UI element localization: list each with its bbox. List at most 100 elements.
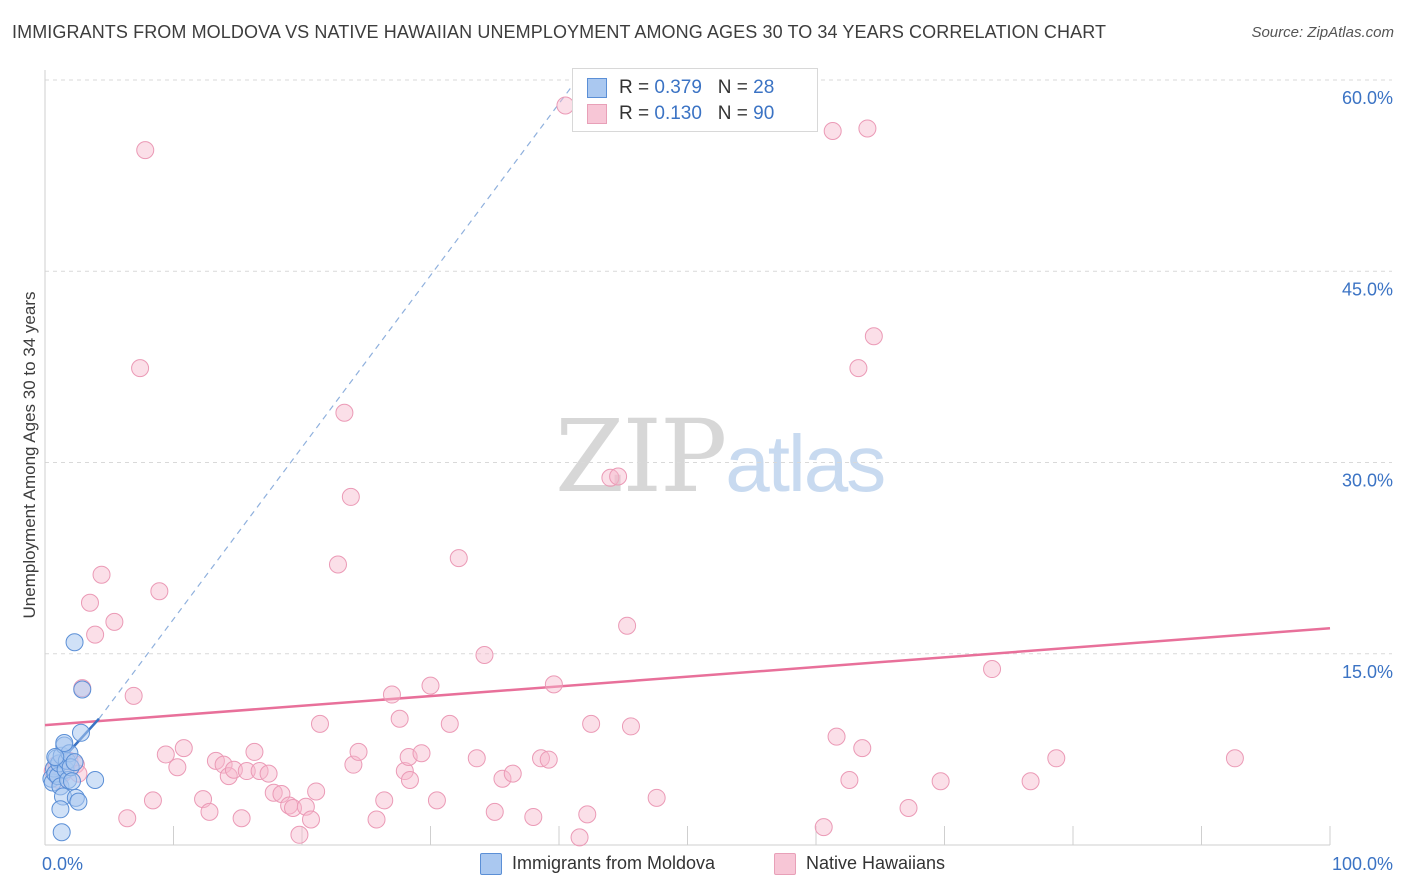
hawaiians-point — [864, 327, 883, 346]
hawaiians-point — [136, 141, 155, 160]
bottom-legend-label-hawaiians: Native Hawaiians — [806, 853, 946, 873]
hawaiians-point — [264, 783, 283, 802]
hawaiians-point — [395, 762, 414, 781]
bottom-legend-swatch-pink — [774, 853, 796, 875]
moldova-point — [65, 633, 84, 652]
hawaiians-point — [310, 714, 329, 733]
moldova-point — [62, 772, 81, 791]
hawaiians-point — [858, 119, 877, 138]
hawaiians-point — [80, 593, 99, 612]
hawaiians-point — [849, 359, 868, 378]
hawaiians-point — [827, 727, 846, 746]
hawaiians-point — [156, 745, 175, 764]
x-tick-label: 100.0% — [1332, 854, 1393, 874]
legend-n-label: N = — [717, 77, 748, 98]
legend-n-value: 90 — [753, 103, 775, 124]
hawaiians-point — [814, 818, 833, 837]
hawaiians-point — [647, 788, 666, 807]
legend-n-label: N = — [717, 103, 748, 124]
hawaiians-point — [823, 122, 842, 140]
gridlines — [45, 79, 1392, 655]
legend-swatch-blue — [587, 78, 607, 98]
hawaiians-point — [400, 770, 419, 789]
legend-swatch-pink — [587, 104, 607, 124]
hawaiians-point — [214, 755, 233, 774]
y-tick-label: 45.0% — [1342, 279, 1393, 299]
hawaiians-point — [475, 646, 494, 665]
hawaiians-point — [621, 717, 640, 736]
hawaiians-point — [1021, 772, 1040, 791]
trend-lines — [44, 86, 1331, 772]
hawaiians-point — [328, 555, 347, 574]
hawaiians-point — [237, 762, 256, 781]
hawaiians-point — [390, 709, 409, 728]
hawaiians-point — [224, 760, 243, 779]
hawaiians-point — [582, 714, 601, 733]
hawaiians-point — [168, 758, 187, 777]
watermark-atlas: atlas — [725, 419, 886, 508]
hawaiians-point — [983, 660, 1002, 679]
y-axis-label: Unemployment Among Ages 30 to 34 years — [20, 291, 39, 619]
hawaiians-point — [349, 742, 368, 761]
hawaiians-point — [174, 739, 193, 758]
hawaiians-point — [367, 810, 386, 829]
legend-n-value: 28 — [753, 77, 775, 98]
hawaiians-point — [92, 565, 111, 584]
moldova-point — [65, 753, 84, 772]
bottom-legend-swatch-blue — [480, 853, 502, 875]
correlation-legend: R = 0.379 N = 28 R = 0.130 N = 90 — [572, 68, 818, 132]
hawaiians-point — [245, 742, 264, 761]
hawaiians-point — [532, 749, 551, 768]
hawaiians-point — [284, 799, 303, 818]
hawaiians-point — [539, 750, 558, 769]
hawaiians-point — [259, 764, 278, 783]
moldova-point — [46, 748, 65, 767]
hawaiians-point — [375, 791, 394, 810]
hawaiians-point — [601, 468, 620, 487]
legend-r-value: 0.379 — [654, 77, 702, 98]
moldova-point — [71, 723, 90, 742]
hawaiians-point — [307, 782, 326, 801]
hawaiians-point — [382, 685, 401, 704]
hawaiians-point — [124, 686, 143, 705]
moldova-point — [51, 800, 70, 819]
hawaiians-point — [570, 828, 589, 847]
hawaiians-point — [427, 791, 446, 810]
legend-r-label: R = — [619, 103, 650, 124]
hawaiians-point — [578, 805, 597, 824]
hawaiians-point — [143, 791, 162, 810]
moldova-point — [55, 734, 74, 752]
hawaiians-point — [86, 625, 105, 644]
y-tick-label: 15.0% — [1342, 662, 1393, 682]
moldova-point — [86, 770, 105, 789]
hawaiians-point — [618, 616, 637, 635]
hawaiians-point — [931, 772, 950, 791]
hawaiians-point — [609, 467, 628, 486]
hawaiians-point — [485, 802, 504, 821]
legend-r-label: R = — [619, 77, 650, 98]
axes — [44, 70, 1331, 846]
hawaiians-point — [131, 359, 150, 378]
hawaiians-point — [1225, 749, 1244, 768]
watermark: ZIPatlas — [555, 398, 886, 515]
x-tick-label: 0.0% — [42, 854, 83, 874]
bottom-legend-label-moldova: Immigrants from Moldova — [512, 853, 716, 873]
moldova-point — [69, 792, 88, 811]
hawaiians-point — [421, 676, 440, 695]
hawaiians-point — [899, 799, 918, 818]
y-tick-label: 60.0% — [1342, 88, 1393, 108]
moldova-trend-extension — [98, 86, 573, 720]
hawaiians-point — [493, 769, 512, 788]
tick-labels: 15.0% 30.0% 45.0% 60.0% 0.0% 100.0% — [42, 88, 1393, 874]
y-tick-label: 30.0% — [1342, 471, 1393, 491]
hawaiians-point — [544, 675, 563, 694]
hawaiians-point — [150, 582, 169, 601]
hawaiians-point — [467, 749, 486, 768]
native-hawaiians-points — [43, 96, 1244, 847]
watermark-zip: ZIP — [555, 398, 727, 515]
hawaiians-point — [232, 809, 251, 828]
hawaiians-point — [449, 549, 468, 568]
legend-r-value: 0.130 — [654, 103, 702, 124]
hawaiians-trend-line — [44, 627, 1331, 727]
moldova-point — [73, 680, 92, 699]
